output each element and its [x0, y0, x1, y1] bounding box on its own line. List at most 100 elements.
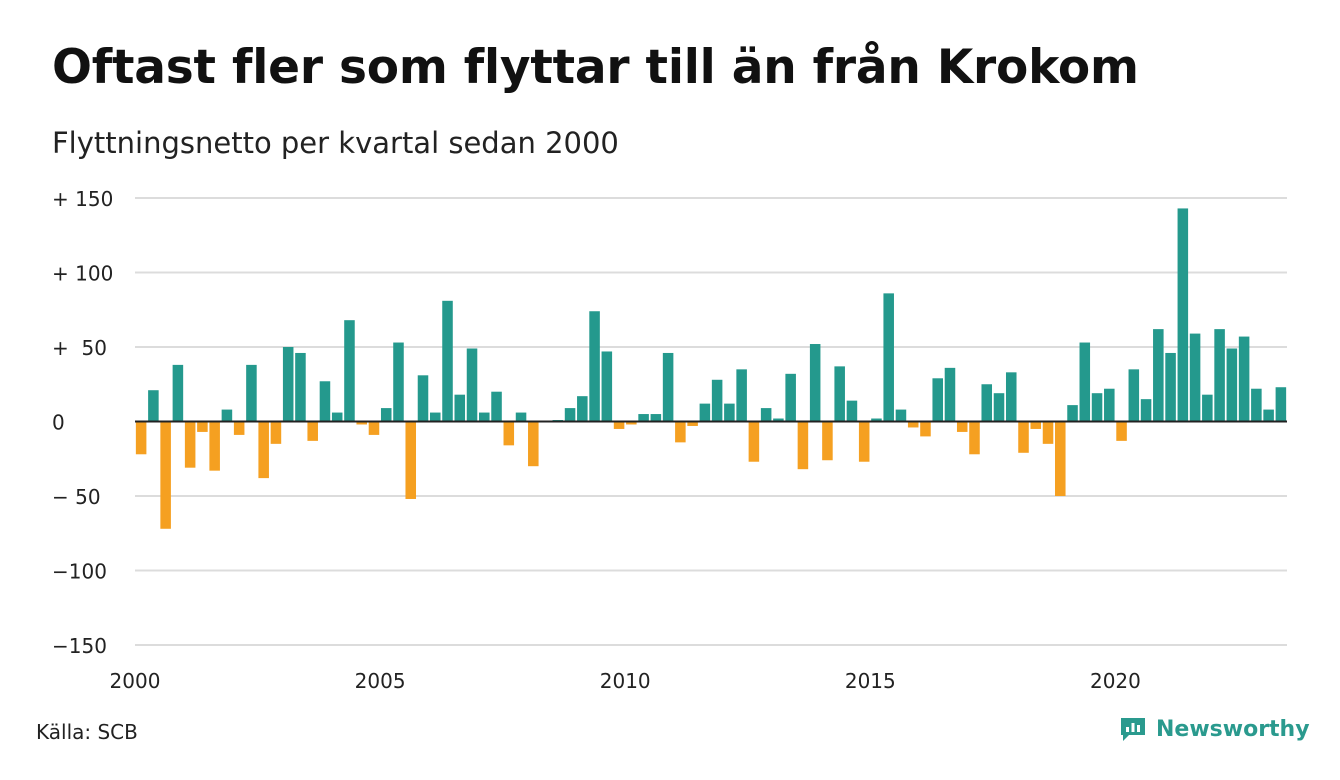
bar: [1251, 388, 1262, 422]
bar: [1030, 421, 1042, 429]
bar: [858, 421, 870, 462]
bar: [184, 421, 196, 468]
bar: [944, 367, 956, 422]
bar: [405, 421, 417, 499]
bar: [1116, 421, 1127, 441]
bar: [981, 384, 993, 422]
bar: [760, 408, 772, 422]
x-tick-label: 2000: [110, 669, 161, 693]
bar: [883, 293, 894, 422]
bar: [1153, 329, 1164, 422]
bar: [1140, 399, 1152, 422]
bar: [135, 421, 147, 455]
bar: [834, 366, 845, 422]
bar: [246, 364, 257, 422]
bar: [160, 421, 171, 529]
y-tick-label: + 150: [52, 187, 113, 211]
x-tick-label: 2005: [355, 669, 406, 693]
bar: [993, 393, 1005, 422]
x-tick-label: 2020: [1090, 669, 1141, 693]
bar: [1067, 405, 1078, 422]
newsworthy-logo-icon: [1121, 718, 1145, 741]
bar: [638, 414, 649, 422]
bar: [515, 412, 527, 422]
bar: [380, 408, 392, 422]
bar: [1214, 329, 1225, 422]
bar: [724, 403, 735, 422]
bar: [197, 421, 208, 432]
bar: [589, 311, 600, 422]
bar: [956, 421, 968, 432]
brand-logo: Newsworthy: [1118, 714, 1310, 744]
bar: [601, 351, 613, 422]
bar: [258, 421, 269, 479]
bar: [846, 400, 858, 422]
bar: [577, 396, 588, 422]
bar: [822, 421, 833, 461]
chart-subtitle: Flyttningsnetto per kvartal sedan 2000: [52, 126, 619, 160]
bar: [221, 409, 233, 422]
y-tick-label: + 100: [52, 262, 113, 286]
bar: [797, 421, 809, 470]
bar: [1263, 409, 1274, 422]
y-tick-label: −100: [52, 560, 107, 584]
chart-title: Oftast fler som flyttar till än från Kro…: [52, 40, 1139, 95]
bar: [773, 418, 784, 422]
bar: [393, 342, 404, 422]
bar: [1128, 369, 1140, 422]
bar: [209, 421, 220, 471]
bar: [1018, 421, 1029, 453]
bar: [1055, 421, 1066, 496]
bar: [920, 421, 931, 437]
bar: [148, 390, 159, 422]
bar: [699, 403, 711, 422]
bar: [1275, 387, 1287, 422]
bar: [662, 352, 674, 422]
bar: [748, 421, 760, 462]
bar: [1091, 393, 1103, 422]
bar: [344, 320, 355, 422]
bar: [491, 391, 502, 422]
bar: [1202, 394, 1213, 422]
bar: [503, 421, 515, 446]
bar: [969, 421, 980, 455]
bar: [172, 364, 184, 422]
x-tick-label: 2010: [600, 669, 651, 693]
bar: [466, 348, 478, 422]
y-tick-label: − 50: [52, 485, 101, 509]
bar: [356, 421, 367, 425]
bar: [368, 421, 380, 435]
bar: [454, 394, 466, 422]
bar: [1005, 372, 1017, 422]
bar: [282, 347, 294, 422]
bar: [1042, 421, 1054, 444]
bar: [895, 409, 907, 422]
source-label: Källa: SCB: [36, 720, 138, 744]
bar: [1079, 342, 1091, 422]
y-tick-label: + 50: [52, 336, 107, 360]
bar: [1165, 352, 1176, 422]
bar: [270, 421, 282, 444]
bar: [687, 421, 698, 426]
y-tick-label: 0: [52, 411, 65, 435]
bar: [1104, 388, 1115, 422]
bar: [319, 381, 331, 422]
bar: [711, 379, 723, 422]
bar: [736, 369, 747, 422]
y-tick-label: −150: [52, 634, 107, 658]
x-tick-label: 2015: [845, 669, 896, 693]
brand-name: Newsworthy: [1156, 716, 1310, 742]
bar: [1177, 208, 1189, 422]
bar: [1189, 333, 1201, 422]
bar: [650, 414, 662, 422]
bar: [613, 421, 625, 429]
bar: [1226, 348, 1238, 422]
bar: [1238, 336, 1250, 422]
bar: [528, 421, 539, 467]
bar: [809, 344, 821, 422]
bar: [626, 421, 637, 425]
bar: [331, 412, 343, 422]
bar: [932, 378, 943, 422]
bar: [233, 421, 245, 435]
